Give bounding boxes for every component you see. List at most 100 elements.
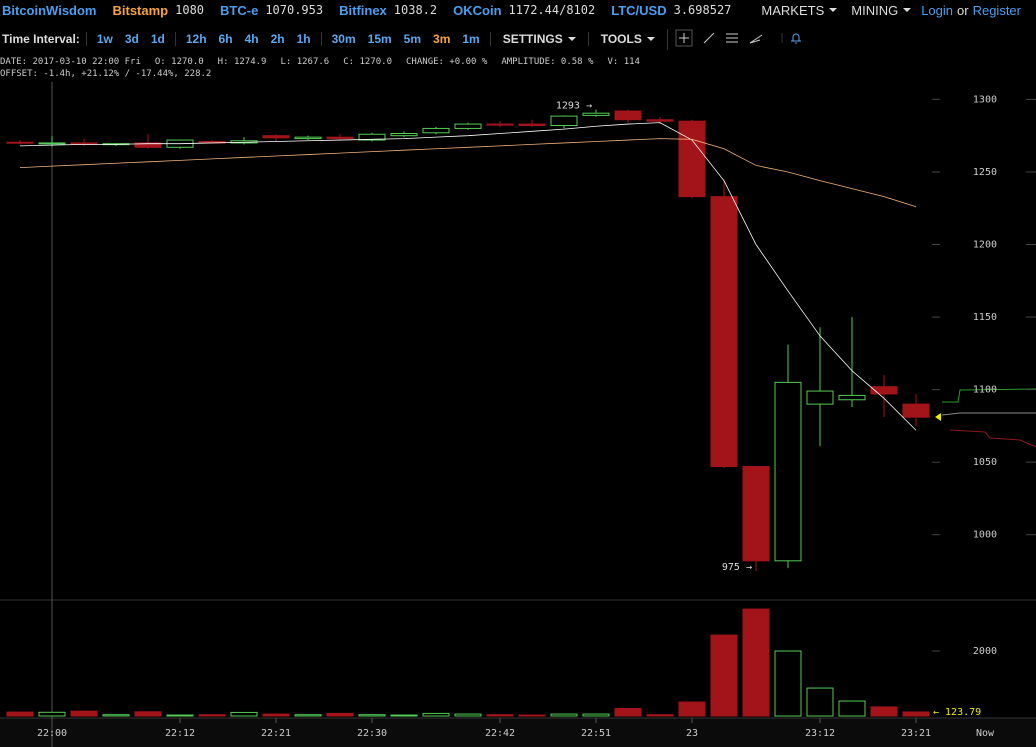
interval-button[interactable]: 3m [433,32,451,46]
price-marker [935,413,941,421]
menu[interactable]: MINING [851,2,912,18]
y-tick-label: 1150 [973,312,997,323]
volume-bar [838,700,866,717]
interval-button[interactable]: 30m [331,32,356,46]
info-label: DATE: [0,57,28,67]
caret [903,8,912,12]
info-label: CHANGE: [406,57,444,67]
now-label: Now [976,728,995,739]
volume-bar [262,713,290,717]
info-item: H: 1274.9 [218,57,267,67]
volume-bar [326,712,354,717]
info-item: V: 114 [607,57,640,67]
ticker-price: 1080 [175,3,205,17]
interval-button[interactable]: 1h [296,32,311,46]
volume-bar [806,687,834,717]
menu-label[interactable]: MINING [851,2,899,18]
or-text: or [957,2,969,18]
interval-button[interactable]: 6h [218,32,233,46]
x-tick-label: 22:42 [485,728,515,739]
volume-bar [902,711,930,717]
candle-body [518,123,546,127]
interval-button[interactable]: 4h [244,32,259,46]
menu-label[interactable]: TOOLS [600,32,642,46]
volume-bar [870,706,898,717]
interval-group: 1w 3d 1d [85,32,175,46]
volume-annotation: ← 123.79 [933,707,981,718]
candle-body [294,136,322,140]
x-tick-label: 22:30 [357,728,387,739]
info-item: L: 1267.6 [280,57,329,67]
toolbar: Time Interval: 1w 3d 1d 12h 6h 4h 2h 1h 30m 15m 5m 3… [0,28,1036,50]
ticker-price: 1070.953 [265,3,324,17]
interval-button[interactable]: 3d [124,32,139,46]
ticker-name[interactable]: LTC/USD [611,2,667,18]
info-value: 114 [623,57,640,67]
caret [567,37,576,41]
volume-tick-label: 2000 [973,646,997,657]
register-link[interactable]: Register [972,2,1021,18]
brand[interactable]: BitcoinWisdom [2,2,97,18]
candle-body [838,394,866,401]
toolbar-menu[interactable]: TOOLS [587,32,667,46]
candle-body [710,196,738,468]
x-tick-label: 22:21 [261,728,291,739]
candle-body [646,119,674,122]
volume-bar [390,714,418,717]
volume-bar [582,713,610,717]
interval-button[interactable]: 1m [462,32,480,46]
info-row: OFFSET: -1.4h, +21.12% / -17.44%, 228.2 [0,68,654,80]
interval-button[interactable]: 1w [96,32,113,46]
interval-button[interactable]: 5m [403,32,422,46]
candle-body [38,142,66,145]
candle-body [6,141,34,144]
tool-icon-set[interactable] [674,29,824,47]
volume-bar [294,714,322,717]
moving-average [19,122,917,431]
volume-bar [710,634,738,717]
candle-body [454,123,482,129]
x-tick-label: 23:21 [901,728,931,739]
volume-bar [742,608,770,717]
candle-body [550,115,578,127]
menu-label[interactable]: MARKETS [761,2,825,18]
interval-button[interactable]: 12h [185,32,207,46]
menu-label[interactable]: SETTINGS [502,32,563,46]
info-label: H: [217,57,229,67]
info-label: V: [607,57,619,67]
ticker-name[interactable]: OKCoin [453,2,502,18]
interval-button[interactable]: 15m [367,32,392,46]
moving-average [19,138,917,208]
candle-body [902,403,930,418]
info-value: 0.58 % [560,57,594,67]
info-value: 1270.0 [171,57,204,67]
ticker-name[interactable]: Bitfinex [339,2,387,18]
candle-body [262,135,290,139]
info-value: 1270.0 [359,57,393,67]
x-tick-label: 22:00 [37,728,67,739]
volume-bar [198,714,226,717]
interval-button[interactable]: 2h [270,32,285,46]
interval-button[interactable]: 1d [150,32,165,46]
volume-bar [454,713,482,717]
login-link[interactable]: Login [921,2,954,18]
candle-body [390,133,418,137]
y-tick-label: 1000 [973,530,997,541]
ticker-name[interactable]: Bitstamp [112,2,169,18]
interval-label: Time Interval: [2,32,80,46]
volume-bar [230,711,258,717]
y-tick-label: 1100 [973,385,997,396]
menu[interactable]: MARKETS [761,2,838,18]
volume-bar [646,714,674,717]
candle-body [774,381,802,562]
ticker-name[interactable]: BTC-e [220,2,259,18]
candle-body [806,390,834,405]
candle-body [678,120,706,198]
y-tick-label: 1200 [973,240,997,251]
x-tick-label: 23:12 [805,728,835,739]
tool-icons [666,28,824,50]
candle-body [614,110,642,121]
toolbar-menu[interactable]: SETTINGS [489,32,588,46]
info-row: DATE: 2017-03-10 22:00 Fri O: 1270.0 H: 12… [0,56,654,68]
ask-depth [949,429,1036,448]
